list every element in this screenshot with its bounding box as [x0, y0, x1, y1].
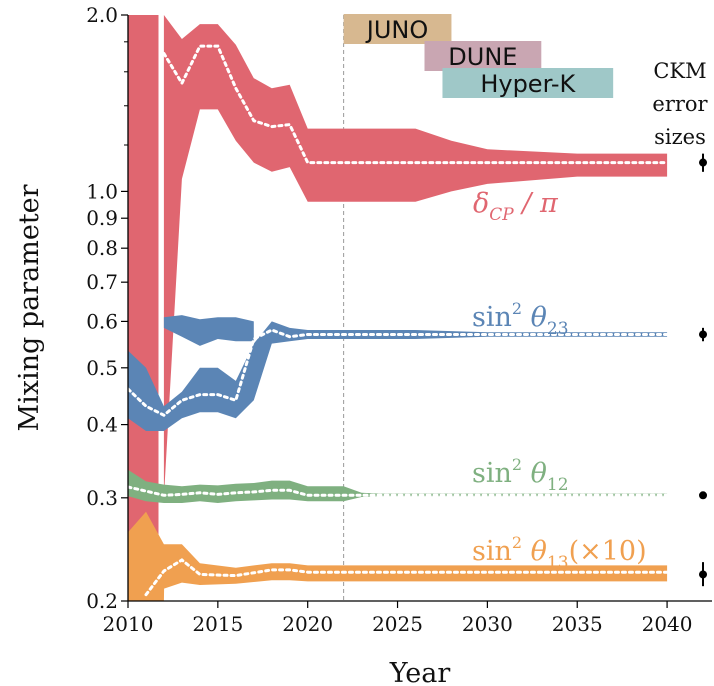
x-tick-label-2040: 2040 [642, 612, 693, 636]
x-tick-label-2020: 2020 [282, 612, 333, 636]
band-s23-1 [163, 315, 254, 346]
x-axis-title: Year [389, 658, 451, 686]
series-label-s12: sin2 θ12 [472, 455, 569, 495]
y-tick-label-0.9: 0.9 [86, 206, 118, 230]
y-tick-label-0.6: 0.6 [86, 309, 118, 333]
band-dcp-1 [163, 15, 668, 498]
x-tick-label-2030: 2030 [462, 612, 513, 636]
series-label-s23: sin2 θ23 [472, 299, 569, 339]
y-tick-label-0.2: 0.2 [86, 589, 118, 613]
experiment-label-hyper-k: Hyper-K [480, 70, 576, 98]
central-line-dcp [162, 44, 669, 165]
y-tick-label-0.7: 0.7 [86, 270, 118, 294]
ckm-label-line-0: CKM [653, 59, 706, 83]
experiment-bar-hyper-k [442, 68, 614, 98]
ckm-point-dcp [699, 158, 708, 167]
ckm-point-s23 [699, 330, 708, 339]
central-line-s23 [128, 328, 669, 417]
experiment-label-juno: JUNO [365, 16, 429, 44]
central-line-s13 [144, 558, 669, 597]
ckm-point-s13 [699, 570, 708, 579]
y-tick-label-0.4: 0.4 [86, 413, 118, 437]
y-axis-title: Mixing parameter [14, 184, 45, 431]
series-label-dcp: δCP / π [473, 188, 559, 225]
band-s12-0 [128, 469, 668, 503]
y-tick-label-2.0: 2.0 [86, 3, 118, 27]
uncertainty-bands [128, 15, 668, 601]
experiment-bar-juno [343, 14, 452, 44]
band-dcp-0 [128, 15, 159, 601]
ckm-label-line-1: error [652, 92, 708, 116]
x-tick-label-2025: 2025 [372, 612, 423, 636]
ckm-label-line-2: sizes [654, 125, 706, 149]
ckm-point-s12 [699, 491, 708, 500]
band-s23-0 [128, 321, 668, 431]
central-line-s12 [128, 485, 669, 497]
x-tick-label-2010: 2010 [103, 612, 154, 636]
ckm-error-bars: CKM error sizes [652, 59, 709, 587]
x-tick-label-2015: 2015 [192, 612, 243, 636]
experiment-label-dune: DUNE [448, 43, 517, 71]
axes: 2010 2015 2020 2025 2030 2035 2040 0.2 0.3 0.4 0.5… [86, 3, 712, 636]
y-tick-label-1.0: 1.0 [86, 179, 118, 203]
series-label-s13: sin2 θ13(×10) [472, 533, 647, 573]
y-tick-label-0.3: 0.3 [86, 486, 118, 510]
central-value-lines [128, 44, 669, 597]
y-tick-label-0.8: 0.8 [86, 236, 118, 260]
band-s13-0 [128, 511, 668, 601]
x-tick-label-2035: 2035 [552, 612, 603, 636]
y-tick-label-0.5: 0.5 [86, 356, 118, 380]
experiment-bar-dune [424, 41, 542, 71]
